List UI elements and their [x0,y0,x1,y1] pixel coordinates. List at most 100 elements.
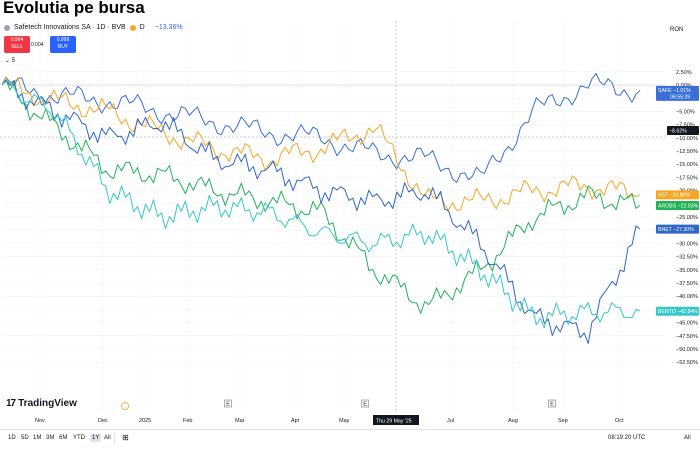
price-tag-bento-bg [656,306,699,316]
vertical-gridlines [39,21,621,411]
sell-label: SELL [10,44,24,50]
series-lines [1,73,641,345]
y-axis: 2.50%0.00%−2.50%−5.00%−7.50%−10.00%−12.5… [676,70,698,366]
spread-value: 0.004 [31,42,44,48]
price-tag-ast-text: AST −20.80% [658,193,690,199]
price-tag-last-bg [667,126,699,136]
x-tick-label: Apr [291,418,300,424]
bottom-toolbar: 1D 5D 1M 3M 6M YTD 1Y All ⊞ 08:19:20 UTC… [0,429,700,449]
range-5d[interactable]: 5D [21,435,29,441]
earnings-event-marker [361,399,369,408]
x-tick-label: Jul [447,418,454,424]
buy-button[interactable]: 0.998 BUY [50,36,76,53]
legend-symbol[interactable]: Safetech Innovations SA · 1D · BVB [14,24,126,31]
price-tags: SAFE −1.01%06:55:39 −8.62% AST −20.80% AROB… [656,85,699,316]
x-tick-label: Aug [508,418,518,424]
y-tick-label: −5.00% [676,109,695,115]
y-tick-label: −10.00% [676,136,698,142]
price-tag-bnet-text: BNET −27.30% [658,227,694,233]
earnings-event-label: E [363,402,367,408]
brand-name: TradingView [18,398,77,409]
earnings-event-marker [548,399,556,408]
buy-price: 0.998 [56,37,70,43]
x-tick-label: May [339,418,350,424]
price-tag-ast-bg [656,190,699,200]
price-tag-ast: AST −20.80% [656,190,699,200]
x-tick-label: Nov [35,418,45,424]
earnings-event-marker [224,399,232,408]
legend-change: −13.36% [154,24,183,31]
market-open-icon [129,24,136,31]
y-tick-label: −37.50% [676,281,698,287]
x-axis: Nov Dec 2025 Feb Mar Apr May Jul Aug Sep Oct E E E Thu… [35,399,624,425]
sell-button[interactable]: 0.994 SELL [4,36,30,53]
price-tag-bnet-bg [656,224,699,234]
y-tick-label: −35.00% [676,268,698,274]
legend: Safetech Innovations SA · 1D · BVB D −13… [4,24,183,31]
range-6m[interactable]: 6M [59,435,68,441]
x-tick-label: Feb [183,418,192,424]
y-tick-label: −17.50% [676,175,698,181]
series-line-safe [1,73,641,183]
y-tick-label: −47.50% [676,334,698,340]
y-tick-label: −32.50% [676,255,698,261]
log-scale-all[interactable]: All [684,435,691,441]
price-tag-safe-countdown: 06:55:39 [670,95,690,101]
crosshair-date-box [373,415,419,425]
crosshair-date-label: Thu 29 May '25 [376,419,412,425]
price-tag-arobs: AROBS −22.83% [656,201,699,211]
y-tick-label: −50.00% [676,347,698,353]
price-tag-safe-text: SAFE −1.01% [658,88,691,94]
price-tag-last-text: −8.62% [669,128,687,134]
price-tag-safe-bg [656,85,699,101]
price-tag-last: −8.62% [667,126,699,136]
chevron-down-icon: ⌄ [5,58,11,64]
x-tick-label: Dec [98,418,108,424]
currency-label[interactable]: RON [670,27,684,33]
series-line-arobs [1,79,641,314]
range-1m[interactable]: 1M [33,435,42,441]
y-tick-label: −30.00% [676,241,698,247]
horizontal-gridlines [2,71,664,363]
toolbar-divider [114,433,115,444]
price-tag-bento-text: BENTO −42.84% [658,309,698,315]
y-tick-label: −52.50% [676,360,698,366]
x-tick-label: 2025 [139,418,151,424]
x-tick-label: Oct [615,418,624,424]
x-tick-label: Sep [558,418,568,424]
y-tick-label: −45.00% [676,321,698,327]
range-1d[interactable]: 1D [8,435,16,441]
chart-plot[interactable]: 2.50%0.00%−2.50%−5.00%−7.50%−10.00%−12.5… [0,21,700,429]
series-line-bento [1,80,641,329]
earnings-event-label: E [226,402,230,408]
series-line-bnet [1,79,641,345]
range-all[interactable]: All [104,435,111,441]
earnings-event-label: E [550,402,554,408]
date-range-icon[interactable]: ⊞ [122,433,129,442]
buy-label: BUY [57,44,69,50]
price-tag-bnet: BNET −27.30% [656,224,699,234]
range-1y[interactable]: 1Y [90,434,102,442]
y-tick-label: −12.50% [676,149,698,155]
range-ytd[interactable]: YTD [73,435,85,441]
dividend-marker-icon [121,401,130,410]
utc-clock[interactable]: 08:19:20 UTC [608,435,646,441]
price-tag-bento: BENTO −42.84% [656,306,699,316]
y-tick-label: −7.50% [676,123,695,129]
series-line-ast [1,76,641,211]
tradingview-mark-icon: 17 [6,398,16,409]
price-tag-safe: SAFE −1.01%06:55:39 [656,85,699,101]
legend-count: 5 [11,58,16,64]
y-tick-label: −25.00% [676,215,698,221]
range-3m[interactable]: 3M [46,435,55,441]
y-tick-label: 2.50% [676,70,692,76]
tradingview-logo[interactable]: 17 TradingView [6,398,77,409]
y-tick-label: −15.00% [676,162,698,168]
legend-open-marker: D [139,24,145,31]
price-tag-arobs-text: AROBS −22.83% [658,203,699,209]
page-title: Evolutia pe bursa [3,0,145,17]
sell-price: 0.994 [10,37,24,43]
legend-collapse-toggle[interactable]: ⌄ 5 [5,57,15,64]
x-tick-label: Mar [235,418,245,424]
y-tick-label: −40.00% [676,294,698,300]
